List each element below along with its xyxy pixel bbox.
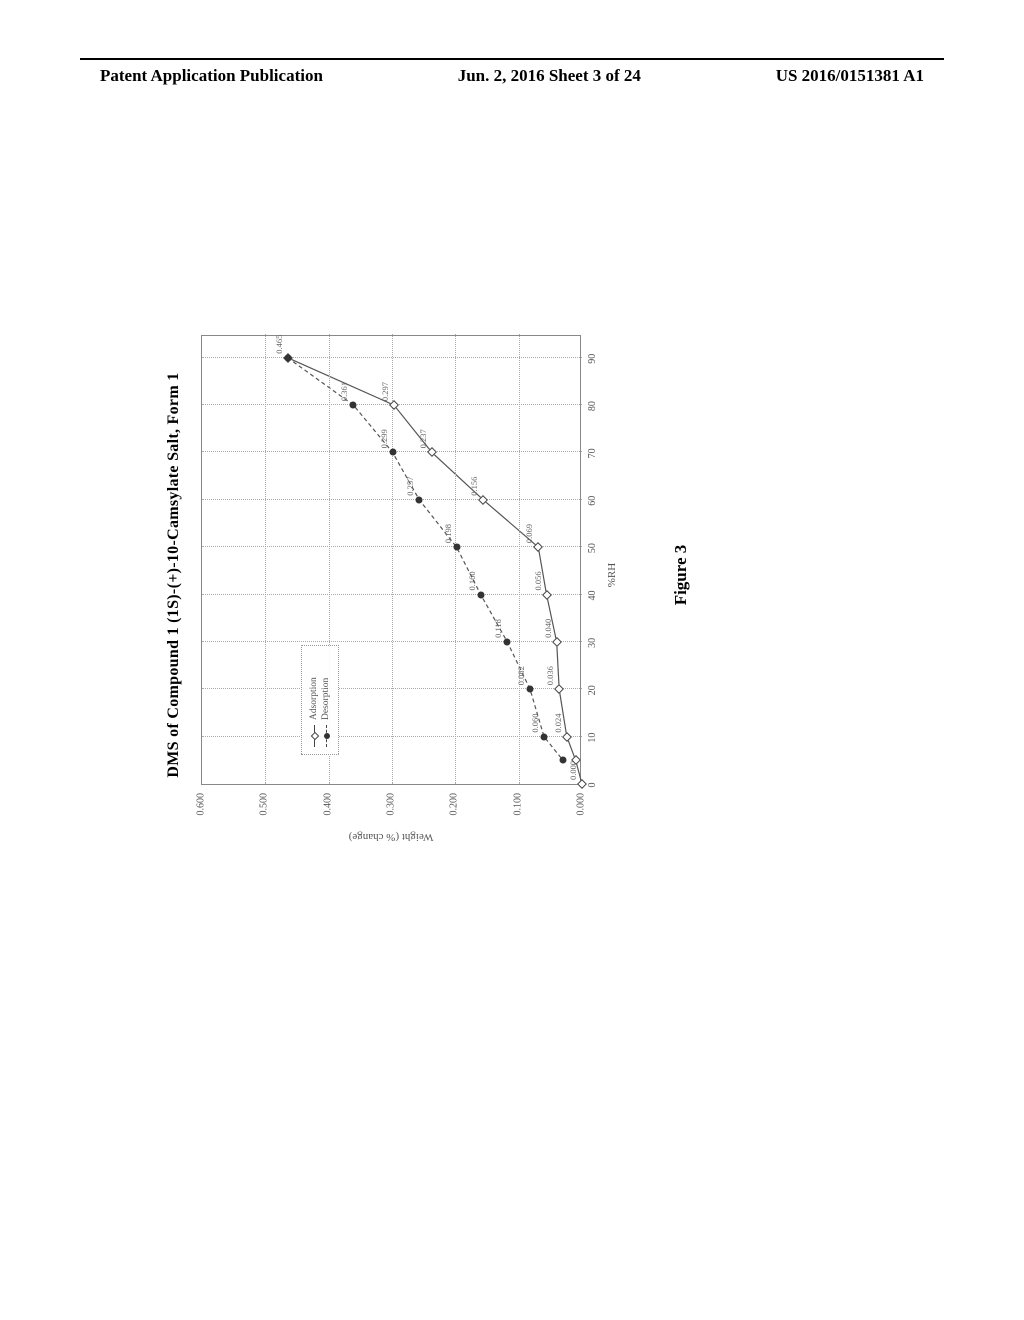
ytick-label: 0.600 [196,793,207,837]
legend-row-desorption: Desorption [321,653,331,747]
data-point-label: 0.040 [543,619,553,638]
chart-area: 0.000 0.024 0.036 0.040 0.056 0.069 0.156 0.237… [201,315,631,835]
data-point-label: 0.299 [379,429,389,448]
data-point [527,686,534,693]
xtick-label: 30 [587,638,598,648]
header-center: Jun. 2, 2016 Sheet 3 of 24 [458,66,641,86]
legend-label-adsorption: Adsorption [309,677,319,720]
header-left: Patent Application Publication [100,66,323,86]
data-point-label: 0.160 [467,571,477,590]
data-point-label: 0.024 [553,714,563,733]
gridline-h [265,334,266,784]
figure-caption: Figure 3 [671,545,691,606]
data-point-label: 0.237 [418,429,428,448]
data-point [560,757,567,764]
xtick-label: 80 [587,401,598,411]
legend-marker-filled-icon [324,733,330,739]
plot-rect: 0.0000.0240.0360.0400.0560.0690.1560.237… [201,335,581,785]
data-point-label: 0.257 [405,477,415,496]
ytick-label: 0.000 [576,793,587,837]
data-point [350,402,357,409]
data-point [477,591,484,598]
data-point [577,779,587,789]
data-point [416,496,423,503]
data-point-label: 0.056 [533,571,543,590]
data-point [453,544,460,551]
xtick-label: 10 [587,733,598,743]
data-point-label: 0.361 [339,382,349,401]
data-point [389,449,396,456]
page-header: Patent Application Publication Jun. 2, 2… [0,66,1024,86]
data-point-label: 0.060 [530,714,540,733]
xtick-label: 0 [587,783,598,788]
legend-marker-open-icon [310,732,318,740]
data-point [284,354,291,361]
chart-title: DMS of Compound 1 (1S)-(+)-10-Camsylate … [165,295,183,855]
ytick-label: 0.200 [449,793,460,837]
data-point-label: 0.036 [545,666,555,685]
data-point-label: 0.297 [380,382,390,401]
ytick-label: 0.100 [512,793,523,837]
data-point-label: 0.465 [274,335,284,354]
xtick-label: 90 [587,354,598,364]
xtick-label: 20 [587,685,598,695]
data-point-label: 0.069 [524,524,534,543]
data-point-label: 0.118 [493,619,503,638]
x-axis-label: %RH [606,563,618,587]
data-point-label: 0.082 [516,666,526,685]
data-point-label: 0.156 [469,477,479,496]
gridline-h [519,334,520,784]
ytick-label: 0.500 [259,793,270,837]
legend-row-adsorption: Adsorption [309,653,319,747]
gridline-h [455,334,456,784]
xtick-label: 50 [587,543,598,553]
chart-container: DMS of Compound 1 (1S)-(+)-10-Camsylate … [165,295,815,855]
header-right: US 2016/0151381 A1 [776,66,924,86]
legend-line-desorption [326,725,327,747]
legend-label-desorption: Desorption [321,678,331,720]
legend-line-adsorption [314,725,315,747]
xtick-label: 40 [587,591,598,601]
ytick-label: 0.300 [386,793,397,837]
ytick-label: 0.400 [322,793,333,837]
data-point-label: 0.198 [443,524,453,543]
xtick-label: 60 [587,496,598,506]
xtick-label: 70 [587,448,598,458]
data-point [541,733,548,740]
data-point [504,638,511,645]
chart-legend: Adsorption Desorption [301,645,339,755]
